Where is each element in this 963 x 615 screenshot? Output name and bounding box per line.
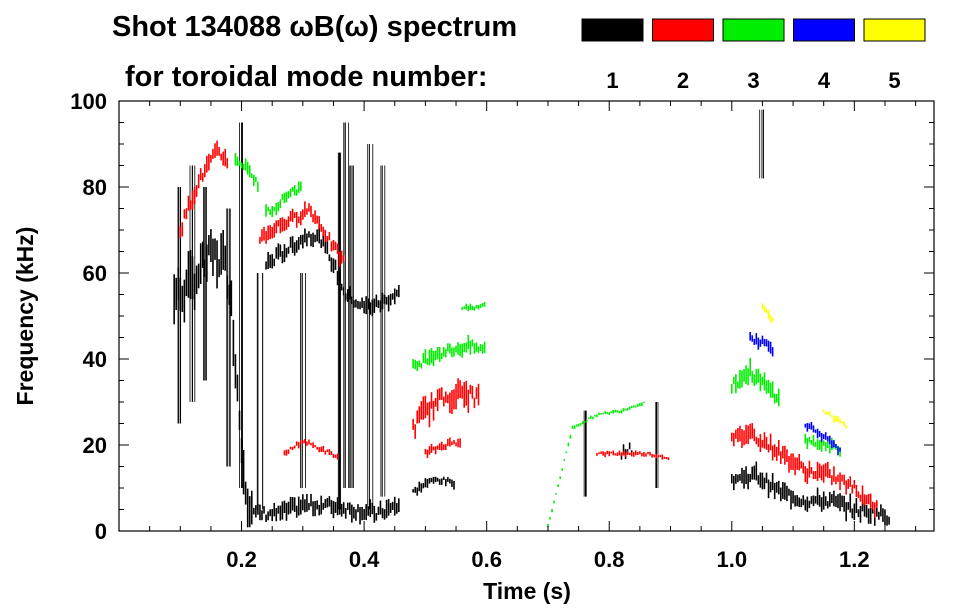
x-tick-label: 0.4 (349, 547, 380, 572)
y-tick-label: 100 (70, 89, 107, 114)
x-tick-label: 1.2 (839, 547, 870, 572)
legend-label-mode-2: 2 (677, 68, 689, 93)
legend-swatch-mode-1 (581, 18, 644, 42)
y-tick-label: 40 (83, 347, 107, 372)
legend-label-mode-4: 4 (818, 68, 831, 93)
chart-title: Shot 134088 ωB(ω) spectrum (112, 11, 517, 43)
x-tick-label: 0.8 (594, 547, 625, 572)
x-tick-label: 1.0 (716, 547, 747, 572)
y-tick-label: 80 (83, 175, 107, 200)
legend-swatch-mode-4 (793, 18, 855, 42)
x-tick-label: 0.2 (226, 547, 257, 572)
axis-ticks: 0.2 0.4 0.6 0.8 1.0 1.2 0 20 40 60 80 100 (70, 89, 934, 572)
x-tick-label: 0.6 (471, 547, 502, 572)
mode-series (173, 140, 890, 528)
x-axis-label: Time (s) (483, 578, 571, 604)
legend-label-mode-1: 1 (606, 68, 618, 93)
broadband-bursts (177, 109, 764, 510)
y-tick-label: 60 (83, 261, 107, 286)
legend-swatch-mode-3 (722, 18, 785, 42)
y-tick-label: 20 (83, 433, 107, 458)
y-axis-label: Frequency (kHz) (12, 227, 38, 406)
legend-label-mode-5: 5 (888, 68, 900, 93)
legend-swatch-mode-5 (863, 18, 926, 42)
chart-subtitle: for toroidal mode number: (125, 61, 488, 93)
legend-label-mode-3: 3 (747, 68, 759, 93)
y-tick-label: 0 (95, 519, 107, 544)
legend: 1 2 3 4 5 (581, 18, 926, 93)
legend-swatch-mode-2 (652, 18, 714, 42)
